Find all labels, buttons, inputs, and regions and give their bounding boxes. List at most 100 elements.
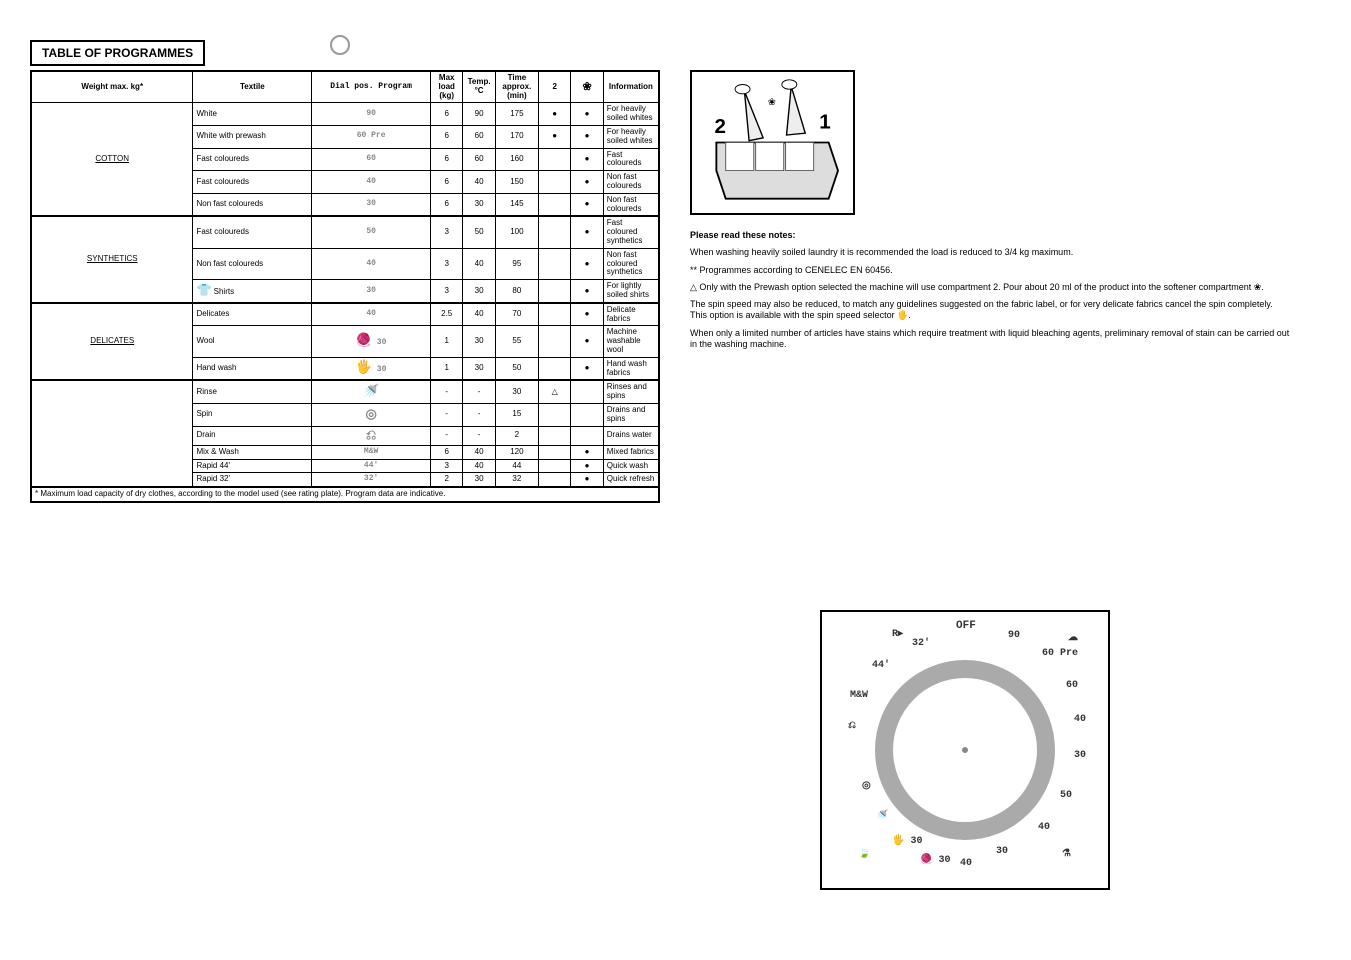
th-weight: Weight max. kg* <box>31 71 193 103</box>
cell: Spin <box>193 403 312 426</box>
cell: 44' <box>312 459 431 473</box>
cell: ◎ <box>312 403 431 426</box>
cell <box>538 148 570 171</box>
dial-position-label: 60 Pre <box>1042 648 1078 659</box>
cell: ● <box>571 216 603 248</box>
cell <box>571 426 603 445</box>
cell: 6 <box>431 103 463 126</box>
cell: ● <box>571 445 603 459</box>
cell: Non fast coloureds <box>603 171 659 194</box>
cell: ⎌ <box>312 426 431 445</box>
cell: Fast coloureds <box>193 171 312 194</box>
cell: Mixed fabrics <box>603 445 659 459</box>
cell: ● <box>571 193 603 216</box>
table-row: SYNTHETICSFast coloureds50350100●Fast co… <box>31 216 659 248</box>
cell: 50 <box>495 357 538 380</box>
cell: ● <box>571 171 603 194</box>
cell: Non fast coloureds <box>603 193 659 216</box>
dial-position-label: 🚿 <box>876 810 888 822</box>
dial-position-label: 30 <box>996 846 1008 857</box>
cell: 40 <box>312 171 431 194</box>
cell: Fast coloureds <box>603 148 659 171</box>
cell: ● <box>538 103 570 126</box>
cell: 6 <box>431 171 463 194</box>
dial-position-label: 40 <box>1074 714 1086 725</box>
cell: Quick refresh <box>603 473 659 487</box>
cell: ● <box>571 148 603 171</box>
dial-position-label: 50 <box>1060 790 1072 801</box>
cell: 120 <box>495 445 538 459</box>
cell <box>538 193 570 216</box>
cell: Wool <box>193 326 312 357</box>
cell: Drains water <box>603 426 659 445</box>
cell: White <box>193 103 312 126</box>
cell: White with prewash <box>193 125 312 148</box>
cell: 15 <box>495 403 538 426</box>
cell: Rapid 44' <box>193 459 312 473</box>
cell: Fast coloured synthetics <box>603 216 659 248</box>
th-time: Time approx. (min) <box>495 71 538 103</box>
cell: 🚿 <box>312 380 431 403</box>
dial-ring-icon <box>875 660 1055 840</box>
dial-position-label: ☁ <box>1068 632 1078 644</box>
dial-position-label: 44' <box>872 660 890 671</box>
th-load: Max load (kg) <box>431 71 463 103</box>
cell: 160 <box>495 148 538 171</box>
cell: 40 <box>463 445 495 459</box>
cell: ● <box>571 459 603 473</box>
cell: - <box>463 403 495 426</box>
cell: 32 <box>495 473 538 487</box>
note-paragraph: Please read these notes: <box>690 230 1290 241</box>
th-det1: ❀ <box>571 71 603 103</box>
cell: 150 <box>495 171 538 194</box>
cell: - <box>463 380 495 403</box>
section-label: DELICATES <box>31 303 193 381</box>
cell: 30 <box>463 193 495 216</box>
cell: 32' <box>312 473 431 487</box>
cell: 60 <box>463 125 495 148</box>
cell: 30 <box>312 193 431 216</box>
cell <box>571 403 603 426</box>
dial-position-label: 🧶 30 <box>920 854 950 866</box>
cell: Delicate fabrics <box>603 303 659 326</box>
dial-position-label: ⎌ <box>848 720 856 732</box>
cell <box>538 403 570 426</box>
cell: ● <box>571 280 603 303</box>
cell: - <box>463 426 495 445</box>
cell: 55 <box>495 326 538 357</box>
cell: 30 <box>495 380 538 403</box>
cell: M&W <box>312 445 431 459</box>
cell: 6 <box>431 445 463 459</box>
cell <box>538 216 570 248</box>
drawer-n2: 2 <box>714 115 725 138</box>
th-textile: Textile <box>193 71 312 103</box>
cell: 90 <box>463 103 495 126</box>
programme-dial-figure: OFF R▸32'44'M&W⎌◎🚿🖐 30🧶 3040304050304060… <box>820 610 1110 890</box>
note-paragraph: ** Programmes according to CENELEC EN 60… <box>690 265 1290 276</box>
th-temp: Temp. °C <box>463 71 495 103</box>
cell <box>538 280 570 303</box>
cell: 90 <box>312 103 431 126</box>
dial-position-label: 40 <box>960 858 972 869</box>
cell: 100 <box>495 216 538 248</box>
cell: ● <box>571 473 603 487</box>
cell: 30 <box>463 326 495 357</box>
table-footnote: * Maximum load capacity of dry clothes, … <box>31 487 659 502</box>
cell: 3 <box>431 459 463 473</box>
note-paragraph: When washing heavily soiled laundry it i… <box>690 247 1290 258</box>
cell: 3 <box>431 216 463 248</box>
cell: Fast coloureds <box>193 216 312 248</box>
cell: 50 <box>463 216 495 248</box>
note-paragraph: △ Only with the Prewash option selected … <box>690 282 1290 293</box>
cell: 60 <box>463 148 495 171</box>
cell <box>538 303 570 326</box>
cell: 40 <box>463 459 495 473</box>
cell: For heavily soiled whites <box>603 125 659 148</box>
cell: 6 <box>431 193 463 216</box>
cell: 175 <box>495 103 538 126</box>
page-title: TABLE OF PROGRAMMES <box>30 40 205 66</box>
cell: 30 <box>312 280 431 303</box>
cell: ● <box>571 326 603 357</box>
svg-text:❀: ❀ <box>768 97 776 107</box>
cell: ● <box>571 103 603 126</box>
